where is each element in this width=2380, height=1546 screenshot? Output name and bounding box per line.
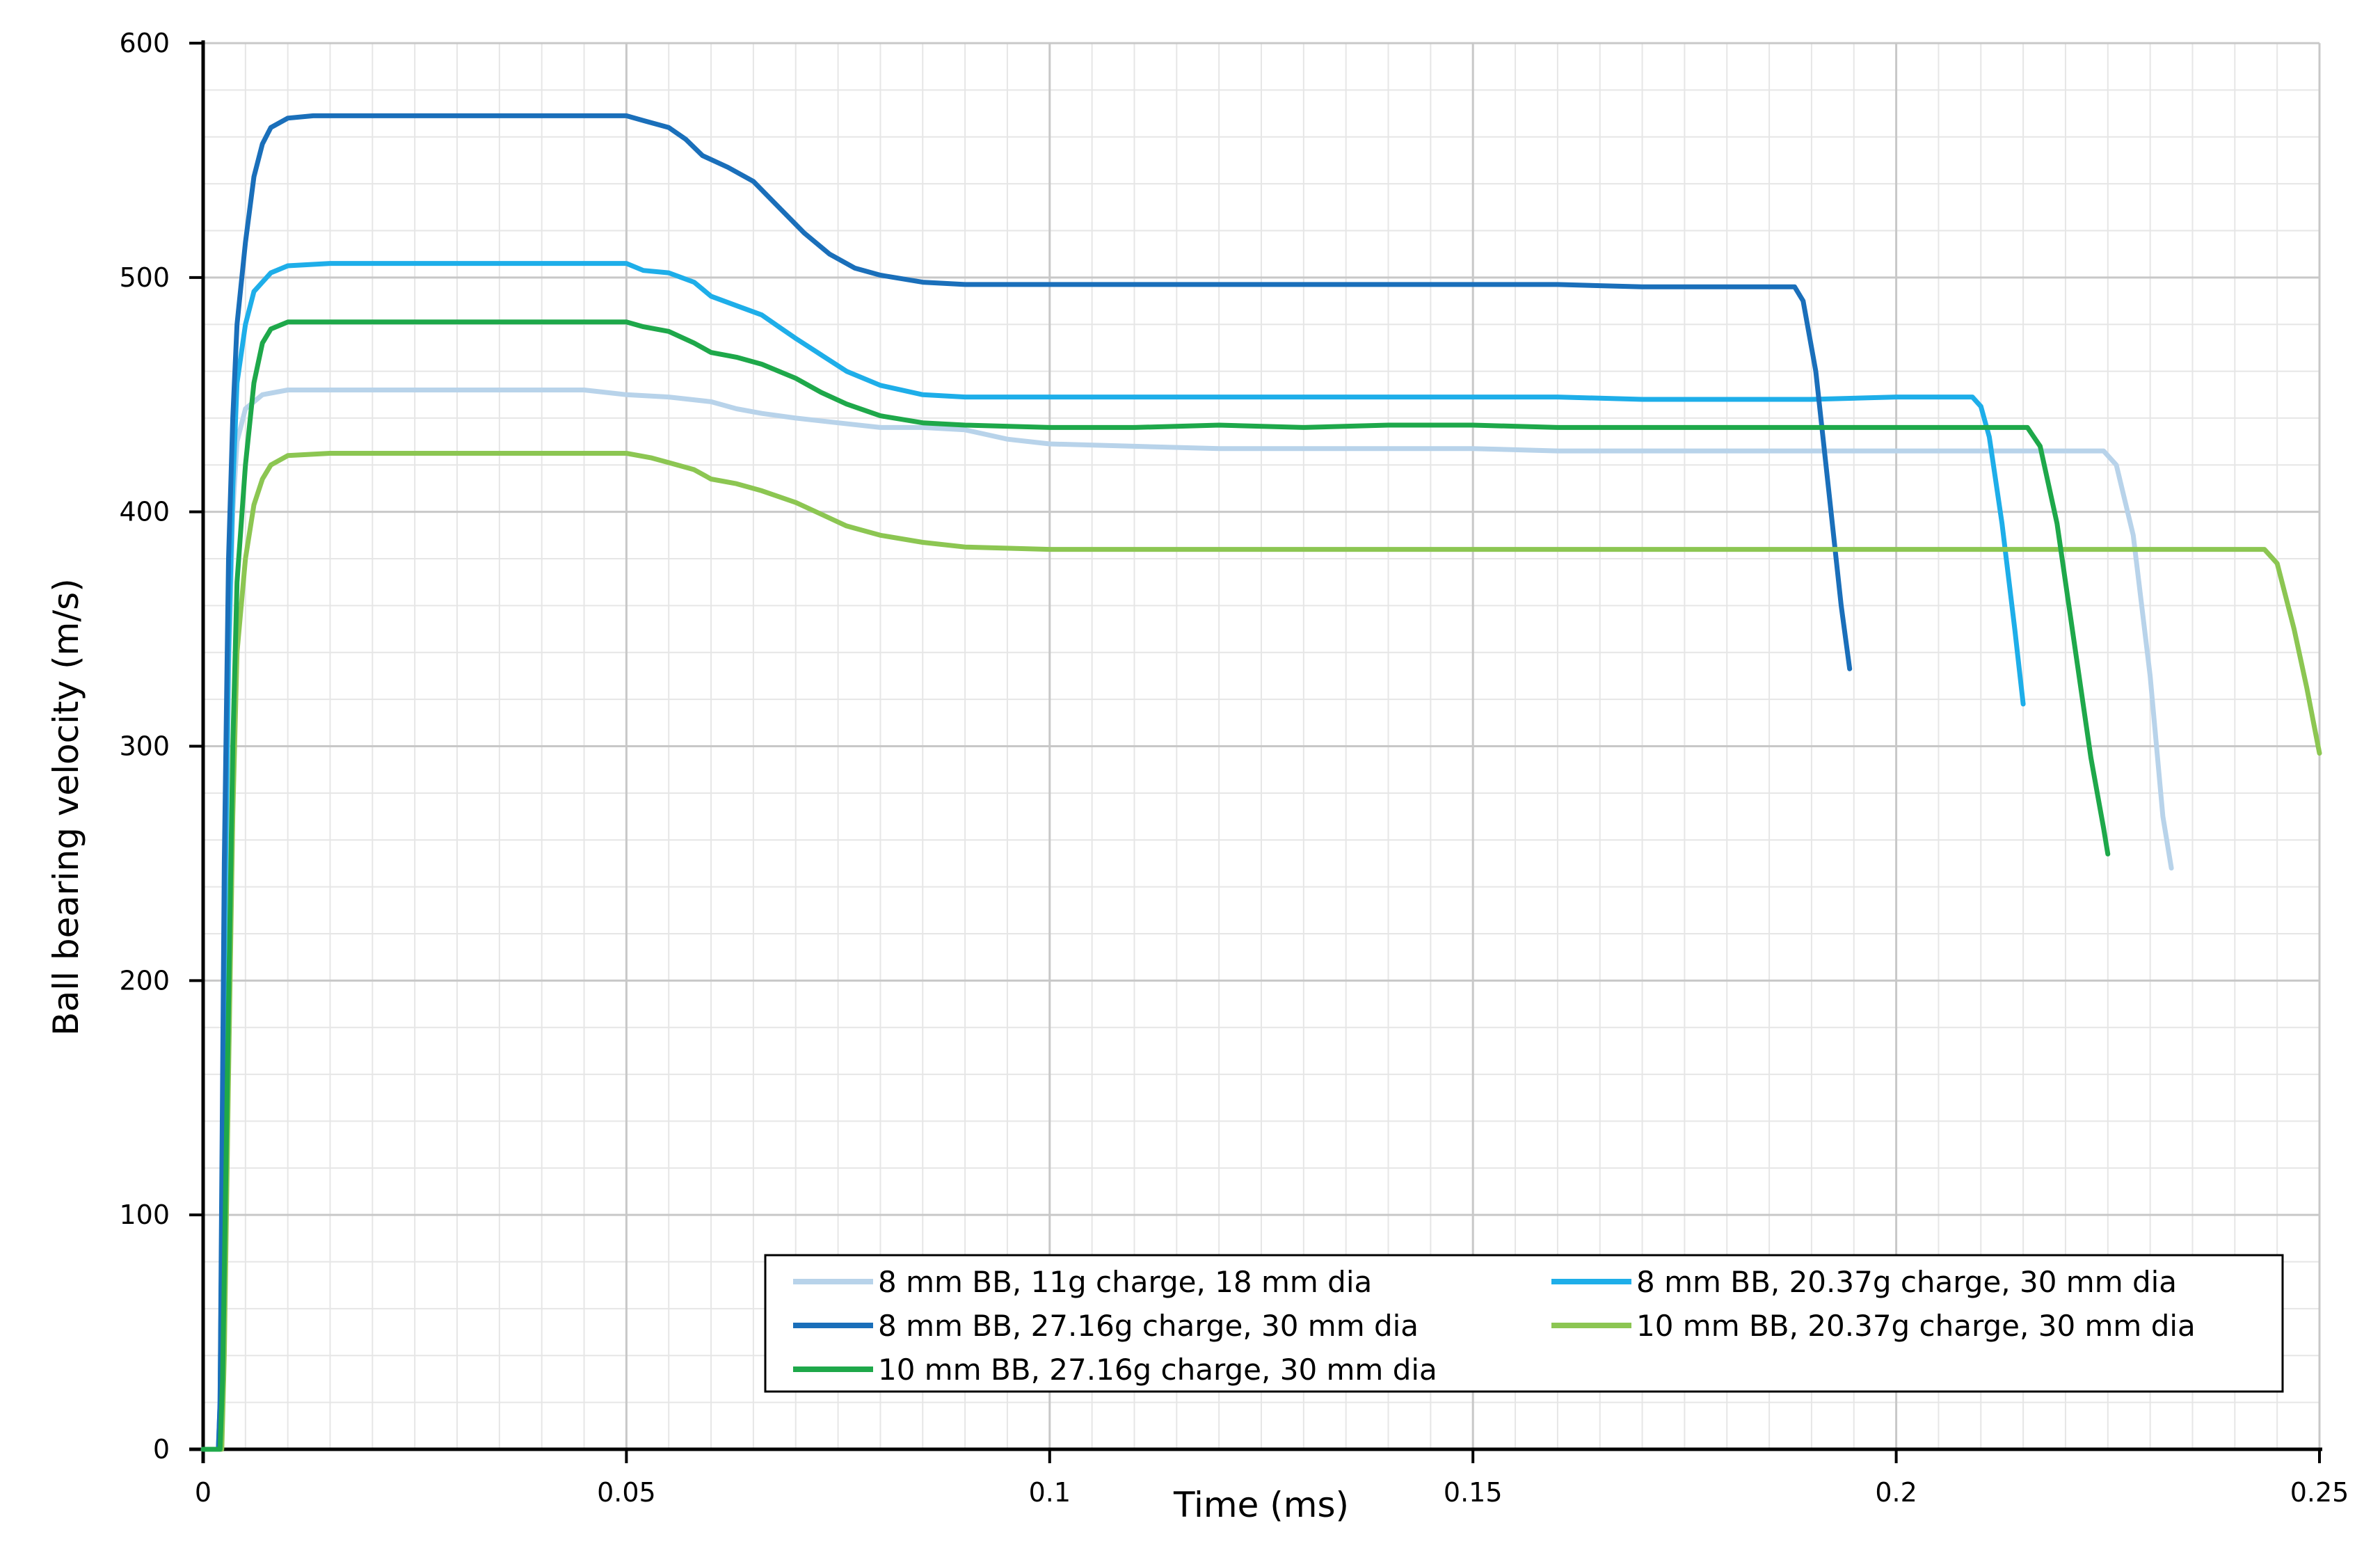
series-lines xyxy=(200,113,2322,1452)
y-tick-label: 500 xyxy=(119,262,170,293)
legend-label-1: 8 mm BB, 11g charge, 18 mm dia xyxy=(878,1265,1372,1299)
x-axis-title: Time (ms) xyxy=(1173,1485,1349,1525)
legend-label-4: 10 mm BB, 20.37g charge, 30 mm dia xyxy=(1636,1309,2196,1343)
legend-box xyxy=(764,1254,2284,1393)
x-tick-label: 0.15 xyxy=(1444,1477,1503,1508)
y-axis-ticks: 0 100 200 300 400 500 600 xyxy=(119,28,203,1465)
x-tick-label: 0.25 xyxy=(2290,1477,2349,1508)
major-grid xyxy=(203,42,2321,1449)
legend: 8 mm BB, 11g charge, 18 mm dia 8 mm BB, 2… xyxy=(764,1254,2284,1393)
series-line-3 xyxy=(200,113,1853,1452)
x-tick-label: 0.2 xyxy=(1875,1477,1917,1508)
x-tick-label: 0.05 xyxy=(597,1477,656,1508)
y-tick-label: 0 xyxy=(153,1434,170,1465)
y-tick-label: 400 xyxy=(119,497,170,527)
y-tick-label: 300 xyxy=(119,731,170,762)
series-line-5 xyxy=(200,319,2111,1452)
x-axis-ticks: 0 0.05 0.1 0.15 0.2 0.25 xyxy=(195,1449,2349,1508)
legend-label-3: 8 mm BB, 27.16g charge, 30 mm dia xyxy=(878,1309,1419,1343)
x-tick-label: 0.1 xyxy=(1029,1477,1071,1508)
y-tick-label: 200 xyxy=(119,965,170,996)
y-tick-label: 600 xyxy=(119,28,170,58)
series-line-1 xyxy=(200,388,2174,1452)
legend-label-5: 10 mm BB, 27.16g charge, 30 mm dia xyxy=(878,1353,1437,1387)
legend-label-2: 8 mm BB, 20.37g charge, 30 mm dia xyxy=(1636,1265,2177,1299)
series-line-2 xyxy=(200,261,2026,1452)
series-line-4 xyxy=(200,451,2322,1452)
y-tick-label: 100 xyxy=(119,1200,170,1230)
y-axis-title: Ball bearing velocity (m/s) xyxy=(46,578,86,1035)
x-tick-label: 0 xyxy=(195,1477,211,1508)
